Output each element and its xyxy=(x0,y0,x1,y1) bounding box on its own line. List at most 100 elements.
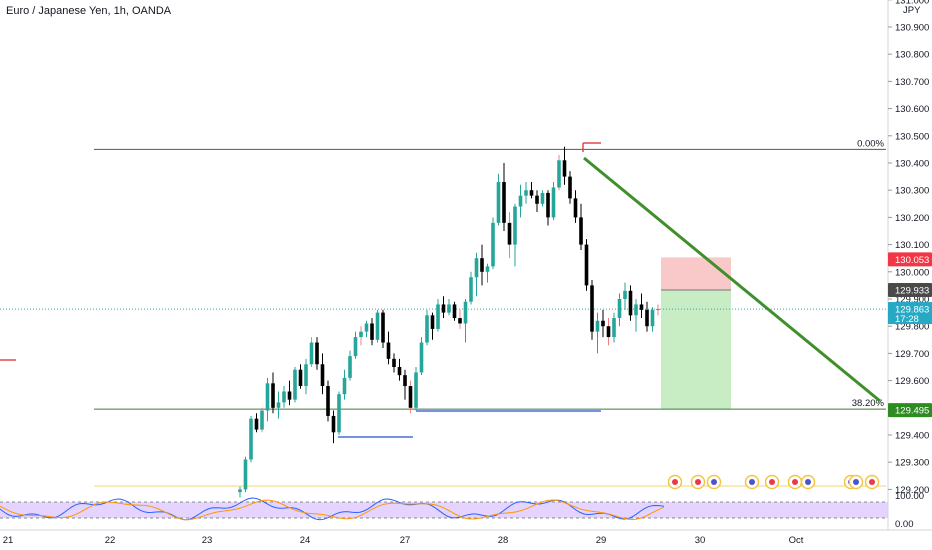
candle[interactable] xyxy=(320,353,325,395)
candle[interactable] xyxy=(452,301,457,321)
candle[interactable] xyxy=(656,304,660,316)
candle[interactable] xyxy=(540,190,545,207)
candle[interactable] xyxy=(447,299,451,316)
candle[interactable] xyxy=(403,369,407,400)
candle[interactable] xyxy=(524,182,528,204)
candle[interactable] xyxy=(491,217,495,270)
time-axis[interactable]: 21 22 23 24 27 28 29 30 Oct xyxy=(0,529,932,546)
entry-price-tag[interactable]: 129.933 xyxy=(888,283,932,298)
candle[interactable] xyxy=(315,337,319,370)
candle[interactable] xyxy=(496,173,501,226)
candle[interactable] xyxy=(480,244,484,286)
target-price-tag[interactable]: 129.495 xyxy=(888,403,932,418)
candle-body xyxy=(238,489,242,493)
candle[interactable] xyxy=(463,299,468,343)
candle[interactable] xyxy=(304,358,308,395)
stop-price-tag[interactable]: 130.053 xyxy=(888,252,932,267)
candle[interactable] xyxy=(282,386,286,408)
candle[interactable] xyxy=(425,309,429,346)
candle[interactable] xyxy=(529,182,534,199)
candle[interactable] xyxy=(243,456,248,493)
economic-event-marker[interactable] xyxy=(764,474,780,490)
candle[interactable] xyxy=(535,190,539,212)
candle[interactable] xyxy=(628,285,633,321)
candle[interactable] xyxy=(595,312,600,354)
candle[interactable] xyxy=(364,320,369,338)
candle[interactable] xyxy=(441,296,446,319)
economic-event-marker[interactable] xyxy=(787,474,803,490)
candle[interactable] xyxy=(546,190,550,226)
economic-event-marker[interactable] xyxy=(667,474,683,490)
economic-event-marker[interactable] xyxy=(864,474,880,490)
candle[interactable] xyxy=(370,318,374,346)
candle[interactable] xyxy=(265,377,270,422)
candle[interactable] xyxy=(606,318,611,346)
candle[interactable] xyxy=(414,367,418,411)
candle[interactable] xyxy=(337,391,341,435)
candle[interactable] xyxy=(408,380,413,414)
candle-body xyxy=(529,190,534,196)
candle[interactable] xyxy=(309,337,314,367)
stop-loss-zone xyxy=(661,257,731,291)
candle[interactable] xyxy=(518,184,523,218)
candle[interactable] xyxy=(513,203,517,267)
candle[interactable] xyxy=(397,358,402,381)
candle[interactable] xyxy=(579,203,583,251)
candle[interactable] xyxy=(238,486,242,498)
candle[interactable] xyxy=(276,391,281,419)
candle[interactable] xyxy=(298,364,303,389)
candle[interactable] xyxy=(331,410,336,444)
candles[interactable] xyxy=(238,146,660,498)
candle[interactable] xyxy=(639,293,644,319)
candle[interactable] xyxy=(557,154,561,191)
candle[interactable] xyxy=(348,350,352,381)
candle[interactable] xyxy=(260,407,264,433)
candle[interactable] xyxy=(650,307,655,332)
candle[interactable] xyxy=(326,380,330,422)
candle[interactable] xyxy=(562,146,567,185)
candle[interactable] xyxy=(430,312,435,340)
candle[interactable] xyxy=(353,331,358,359)
economic-event-marker[interactable] xyxy=(706,474,722,490)
candle-body xyxy=(447,304,451,313)
candle[interactable] xyxy=(584,239,589,291)
candle[interactable] xyxy=(502,163,506,231)
economic-event-marker[interactable] xyxy=(848,474,864,490)
candle[interactable] xyxy=(392,353,396,373)
candle[interactable] xyxy=(359,326,363,346)
candle[interactable] xyxy=(507,211,512,259)
candle[interactable] xyxy=(287,380,292,406)
economic-event-marker[interactable] xyxy=(744,474,760,490)
candle[interactable] xyxy=(386,331,391,365)
candle[interactable] xyxy=(485,263,490,283)
candle[interactable] xyxy=(590,279,594,340)
candle[interactable] xyxy=(419,337,424,376)
candle[interactable] xyxy=(474,252,479,297)
candle[interactable] xyxy=(375,309,380,343)
candle[interactable] xyxy=(551,182,556,221)
economic-event-marker[interactable] xyxy=(690,474,706,490)
candle[interactable] xyxy=(436,299,440,332)
candle[interactable] xyxy=(381,309,385,348)
candle[interactable] xyxy=(573,190,578,223)
candle[interactable] xyxy=(634,299,638,332)
candle[interactable] xyxy=(249,415,253,463)
candle[interactable] xyxy=(458,309,462,329)
economic-event-marker[interactable] xyxy=(800,474,816,490)
candle[interactable] xyxy=(617,293,622,327)
candle[interactable] xyxy=(612,312,616,343)
candle[interactable] xyxy=(293,367,297,403)
candle[interactable] xyxy=(645,301,649,332)
candle-body xyxy=(381,312,385,343)
candle[interactable] xyxy=(342,369,347,400)
candle[interactable] xyxy=(469,271,473,305)
event-markers[interactable] xyxy=(667,474,880,490)
candle[interactable] xyxy=(254,413,259,433)
candle[interactable] xyxy=(623,282,627,310)
candle[interactable] xyxy=(601,309,605,338)
candle[interactable] xyxy=(271,372,275,414)
candle[interactable] xyxy=(568,171,572,204)
